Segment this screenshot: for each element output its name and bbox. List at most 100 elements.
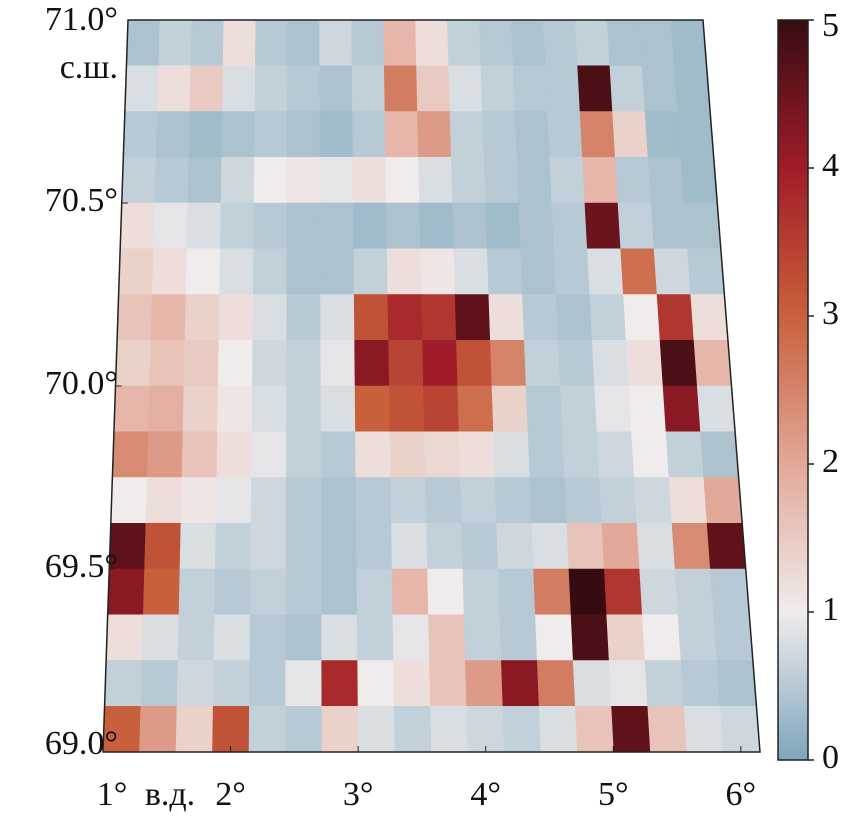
heat-cell bbox=[220, 156, 255, 204]
heat-cell bbox=[287, 111, 321, 158]
heat-cell bbox=[427, 568, 465, 616]
heat-cell bbox=[647, 156, 685, 204]
heat-cell bbox=[570, 614, 610, 661]
heat-cell bbox=[511, 19, 546, 67]
heat-cell bbox=[497, 568, 536, 616]
heat-cell bbox=[252, 339, 288, 387]
heat-cell bbox=[677, 111, 715, 158]
heat-cell bbox=[693, 339, 732, 387]
heat-cell bbox=[549, 156, 586, 204]
heat-cell bbox=[391, 522, 428, 570]
heat-cell bbox=[582, 156, 619, 204]
heat-cell bbox=[151, 248, 188, 295]
heat-cell bbox=[710, 568, 750, 616]
heat-cell bbox=[491, 385, 529, 433]
x-axis-label: в.д. bbox=[145, 776, 195, 813]
heat-cell bbox=[706, 522, 747, 570]
heat-cell bbox=[653, 248, 692, 295]
heat-cell bbox=[625, 339, 664, 387]
heat-cell bbox=[321, 568, 358, 616]
heat-cell bbox=[518, 202, 555, 250]
heat-cell bbox=[421, 294, 457, 341]
heat-cell bbox=[636, 522, 676, 570]
heat-cell bbox=[175, 705, 214, 753]
heat-cell bbox=[214, 568, 251, 616]
heat-cell bbox=[562, 431, 600, 478]
heat-cell bbox=[418, 156, 453, 204]
heat-cell bbox=[383, 19, 417, 67]
heat-cell bbox=[357, 705, 396, 753]
heat-cell bbox=[253, 156, 288, 204]
heat-cell bbox=[545, 65, 581, 112]
heat-cell bbox=[425, 477, 462, 524]
heat-cell bbox=[713, 614, 754, 661]
heat-cell bbox=[536, 660, 576, 707]
y-tick-label: 71.0° bbox=[45, 1, 118, 38]
heat-cell bbox=[502, 705, 542, 753]
heat-cell bbox=[254, 111, 288, 158]
heat-cell bbox=[429, 660, 468, 707]
heat-cell bbox=[383, 65, 418, 112]
heat-cell bbox=[286, 294, 321, 341]
heat-cell bbox=[139, 705, 178, 753]
heat-cell bbox=[524, 339, 561, 387]
heat-cell bbox=[219, 248, 254, 295]
heat-cell bbox=[286, 339, 322, 387]
heat-cell bbox=[141, 614, 180, 661]
heat-cell bbox=[665, 431, 705, 478]
colorbar-tick-label: 3 bbox=[822, 295, 839, 332]
heat-cell bbox=[213, 614, 251, 661]
heat-cell bbox=[525, 385, 563, 433]
heat-cell bbox=[285, 568, 322, 616]
heat-cell bbox=[620, 248, 658, 295]
heat-cell bbox=[212, 660, 251, 707]
heat-cell bbox=[351, 65, 386, 112]
heat-cell bbox=[123, 111, 158, 158]
heat-cell bbox=[179, 522, 217, 570]
heat-cell bbox=[121, 156, 157, 204]
heat-cell bbox=[356, 568, 394, 616]
heat-cell bbox=[353, 294, 389, 341]
x-tick-label: 1° bbox=[97, 776, 128, 813]
heat-cell bbox=[683, 202, 722, 250]
heat-cell bbox=[177, 614, 215, 661]
heat-cell bbox=[522, 294, 559, 341]
heat-cell bbox=[178, 568, 216, 616]
heat-cell bbox=[190, 19, 225, 67]
heat-cell bbox=[609, 65, 646, 112]
heat-cell bbox=[670, 19, 707, 67]
heat-cell bbox=[514, 111, 551, 158]
heat-cell bbox=[351, 19, 385, 67]
heat-cell bbox=[393, 660, 431, 707]
heat-cell bbox=[594, 385, 632, 433]
heat-cell bbox=[180, 477, 218, 524]
heat-cell bbox=[355, 477, 392, 524]
heat-cell bbox=[659, 339, 698, 387]
heat-cell bbox=[253, 202, 288, 250]
heat-cell bbox=[419, 202, 455, 250]
heat-cell bbox=[222, 65, 256, 112]
heat-cell bbox=[596, 431, 635, 478]
heat-cell bbox=[184, 294, 220, 341]
heat-cell bbox=[319, 111, 354, 158]
heat-cell bbox=[320, 339, 356, 387]
heat-cell bbox=[389, 431, 426, 478]
colorbar-tick-label: 0 bbox=[822, 739, 839, 776]
heat-cell bbox=[483, 156, 520, 204]
heat-cell bbox=[449, 111, 485, 158]
y-axis-label: с.ш. bbox=[60, 49, 118, 86]
heat-cell bbox=[535, 614, 574, 661]
heat-cell bbox=[465, 660, 504, 707]
heat-cell bbox=[529, 477, 568, 524]
heat-cell bbox=[321, 660, 359, 707]
heat-cell bbox=[287, 19, 321, 67]
heat-cell bbox=[456, 339, 493, 387]
heat-cell bbox=[416, 65, 451, 112]
heat-cell bbox=[527, 431, 565, 478]
heat-cell bbox=[538, 705, 578, 753]
heat-cell bbox=[319, 19, 353, 67]
heat-cell bbox=[677, 614, 718, 661]
heat-cell bbox=[463, 614, 502, 661]
heat-cell bbox=[154, 156, 190, 204]
